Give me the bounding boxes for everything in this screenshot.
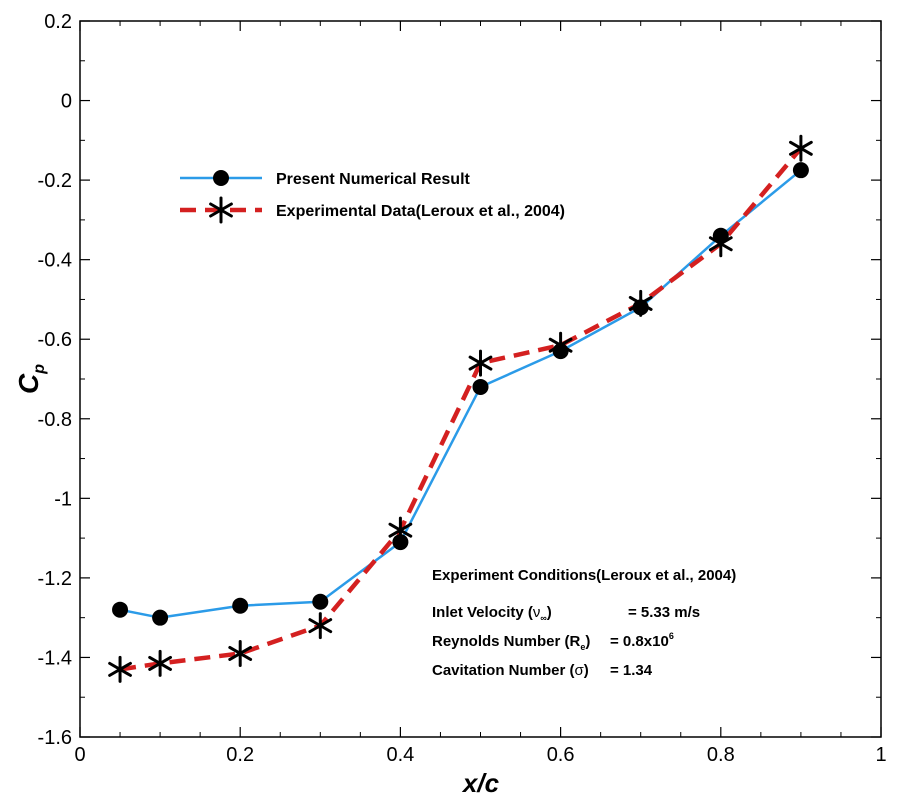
annotation-value-sup: 6 — [669, 631, 674, 641]
y-tick-label: 0 — [61, 91, 72, 113]
annotation-value-main: = 5.33 m/s — [628, 604, 700, 621]
annotation-value: = 0.8x106 — [610, 631, 674, 650]
legend-marker-circle — [213, 170, 229, 186]
x-tick-label: 0.4 — [386, 744, 414, 766]
annotation-label-end: ) — [584, 662, 589, 679]
legend-entry: Experimental Data(Leroux et al., 2004) — [276, 203, 565, 220]
annotation-label-end: ) — [547, 604, 552, 621]
legend: Present Numerical Result Experimental Dat… — [180, 170, 565, 224]
annotation-value: = 1.34 — [610, 662, 653, 679]
experimental-point — [789, 134, 813, 162]
x-tick-label: 0.6 — [547, 744, 575, 766]
annotation-value-main: = 1.34 — [610, 662, 653, 679]
asterisk-stroke — [548, 337, 573, 353]
y-tick-label: -0.2 — [38, 170, 72, 192]
numerical-point — [152, 609, 169, 626]
experimental-point — [628, 289, 653, 317]
x-tick-label: 1 — [875, 744, 886, 766]
svg-text:Cp: Cp — [13, 364, 48, 394]
x-tick-label: 0.8 — [707, 744, 735, 766]
numerical-point — [312, 593, 329, 610]
series-line-experimental — [119, 146, 803, 672]
y-tick-label: -1.4 — [38, 647, 72, 669]
x-axis-label: x/c — [461, 768, 500, 798]
experimental-point — [308, 612, 333, 640]
axis-ticks: 0 0.2 0.4 0.6 0.8 1 0.2 0 -0.2 -0.4 -0.6 -0.8 -1 -1.2… — [38, 11, 887, 766]
numerical-point — [472, 378, 489, 395]
asterisk-stroke — [209, 202, 233, 218]
y-tick-label: -1.6 — [38, 727, 72, 749]
conditions-annotation: Experiment Conditions(Leroux et al., 200… — [432, 567, 736, 679]
asterisk-stroke — [228, 645, 253, 661]
numerical-point — [112, 601, 129, 618]
experimental-point — [228, 639, 253, 667]
annotation-label: Inlet Velocity (ν∞) — [432, 604, 552, 623]
annotation-label: Cavitation Number (σ) — [432, 662, 589, 679]
annotation-label-end: ) — [585, 633, 590, 650]
numerical-point — [232, 597, 249, 614]
legend-marker-asterisk — [209, 196, 233, 224]
experimental-point — [108, 655, 132, 683]
y-axis-label: Cp — [13, 364, 48, 394]
asterisk-stroke — [388, 522, 413, 538]
x-tick-label: 0 — [74, 744, 85, 766]
asterisk-stroke — [308, 618, 333, 634]
asterisk-stroke — [708, 236, 733, 252]
y-tick-label: -1.2 — [38, 568, 72, 590]
annotation-label: Reynolds Number (Re) — [432, 633, 590, 652]
experimental-point — [468, 349, 493, 377]
series-line-numerical — [119, 169, 802, 619]
annotation-symbol-sub: e — [580, 642, 585, 652]
experimental-point — [548, 331, 573, 359]
annotation-value: = 5.33 m/s — [628, 604, 700, 621]
legend-entry: Present Numerical Result — [276, 171, 471, 188]
y-tick-label: -0.4 — [38, 250, 72, 272]
y-tick-label: -0.6 — [38, 329, 72, 351]
y-tick-label: 0.2 — [44, 11, 72, 33]
experimental-point — [388, 516, 413, 544]
annotation-label-start: Cavitation Number ( — [432, 662, 575, 679]
asterisk-stroke — [468, 355, 493, 371]
annotation-label-start: Reynolds Number (R — [432, 633, 581, 650]
series-layer — [108, 134, 813, 683]
y-tick-label: -1 — [54, 488, 72, 510]
asterisk-stroke — [108, 661, 132, 677]
annotation-title: Experiment Conditions(Leroux et al., 200… — [432, 567, 736, 584]
experimental-point — [148, 649, 172, 677]
annotation-symbol: ν — [533, 604, 541, 621]
annotation-symbol: σ — [575, 662, 585, 679]
annotation-value-main: = 0.8x10 — [610, 633, 669, 650]
annotation-label-start: Inlet Velocity ( — [432, 604, 533, 621]
experimental-point — [708, 230, 733, 258]
asterisk-stroke — [148, 655, 172, 671]
asterisk-stroke — [628, 295, 653, 311]
numerical-point — [792, 162, 809, 179]
y-axis-label-main: C — [13, 373, 44, 394]
asterisk-stroke — [789, 140, 813, 156]
y-tick-label: -0.8 — [38, 409, 72, 431]
x-tick-label: 0.2 — [226, 744, 254, 766]
annotation-symbol-sub: ∞ — [540, 613, 547, 623]
y-axis-label-sub: p — [31, 364, 48, 375]
